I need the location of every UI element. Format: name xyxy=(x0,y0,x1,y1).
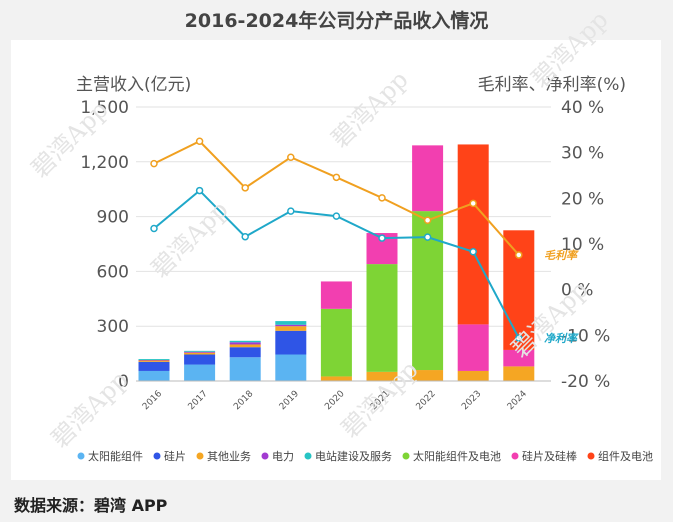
legend-marker xyxy=(304,452,312,460)
y2-tick-label: -20 % xyxy=(561,372,610,392)
gross-margin-point xyxy=(469,199,477,208)
legend-label: 太阳能组件 xyxy=(88,449,143,463)
gross-margin-point xyxy=(378,194,386,202)
bar-segment xyxy=(184,351,216,353)
legend-marker xyxy=(153,452,161,460)
gross-margin-point xyxy=(241,184,249,192)
net-margin-point xyxy=(515,334,523,342)
bar-segment xyxy=(275,321,307,325)
bar-segment xyxy=(138,359,170,360)
y-tick-label: 300 xyxy=(97,317,129,337)
bar-segment xyxy=(275,354,307,381)
bar-segment xyxy=(503,230,535,350)
y2-tick-label: 0 % xyxy=(561,281,593,301)
net-margin-point xyxy=(423,233,432,241)
gross-margin-point xyxy=(287,153,295,161)
y2-tick-label: -10 % xyxy=(561,326,610,346)
bar-segment xyxy=(457,144,489,325)
bar-segment xyxy=(138,370,170,381)
gross-margin-point xyxy=(332,173,341,182)
bar-segment xyxy=(320,308,352,377)
bar-segment xyxy=(229,347,261,358)
y2-tick-label: 30 % xyxy=(561,144,604,164)
net-margin-point xyxy=(287,207,295,215)
y-tick-label: 0 xyxy=(118,372,129,392)
x-tick-label: 2018 xyxy=(232,389,255,412)
y2-tick-label: 10 % xyxy=(561,235,604,255)
x-tick-label: 2019 xyxy=(278,389,301,412)
bar-segment xyxy=(275,326,307,331)
data-source: 数据来源：碧湾 APP xyxy=(14,496,168,515)
legend-marker xyxy=(77,452,85,460)
bar-segment xyxy=(229,342,261,345)
legend-label: 电站建设及服务 xyxy=(315,449,392,463)
bar-segment xyxy=(503,349,535,367)
y2-axis-title: 毛利率、净利率(%) xyxy=(478,75,626,95)
bar-segment xyxy=(229,357,261,381)
y-axis-title: 主营收入(亿元) xyxy=(76,75,191,95)
x-tick-label: 2017 xyxy=(187,389,210,412)
y2-tick-label: 40 % xyxy=(561,98,604,118)
y-tick-label: 1,200 xyxy=(80,153,129,173)
bar-segment xyxy=(457,324,489,371)
gross-margin-point xyxy=(423,216,432,225)
x-tick-label: 2022 xyxy=(415,389,438,412)
legend-marker xyxy=(587,452,595,460)
bar-segment xyxy=(366,264,398,372)
gross-margin-point xyxy=(515,251,523,259)
x-tick-label: 2024 xyxy=(506,389,529,412)
net-margin-point xyxy=(241,232,249,241)
gross-margin-label: 毛利率 xyxy=(544,249,579,262)
y2-tick-label: 20 % xyxy=(561,189,604,209)
bar-segment xyxy=(275,324,307,327)
legend-marker xyxy=(511,452,519,460)
legend-marker xyxy=(402,452,410,460)
bar-segment xyxy=(138,360,170,362)
legend-label: 组件及电池 xyxy=(598,449,653,463)
net-margin-point xyxy=(150,224,158,233)
chart-panel: 0 300 600 900 1,200 1,500 -20 % -10 % 0 % 10 % 20 … xyxy=(11,40,661,480)
net-margin-point xyxy=(332,212,341,220)
bar-segment xyxy=(275,330,307,355)
legend-label: 硅片 xyxy=(164,450,186,463)
bar-segment xyxy=(184,364,216,381)
legend-label: 太阳能组件及电池 xyxy=(413,449,501,463)
bar-segment xyxy=(457,370,489,381)
gross-margin-point xyxy=(195,137,204,145)
bar-segment xyxy=(412,370,444,381)
gross-margin-point xyxy=(150,159,158,168)
bar-segment xyxy=(320,376,352,381)
bar-segment xyxy=(229,340,261,343)
legend-marker xyxy=(196,452,204,460)
chart-svg: 0 300 600 900 1,200 1,500 -20 % -10 % 0 % 10 % 20 … xyxy=(76,75,653,463)
legend-label: 电力 xyxy=(272,450,294,463)
y-tick-label: 1,500 xyxy=(80,98,129,118)
net-margin-point xyxy=(469,248,477,256)
x-tick-label: 2016 xyxy=(141,389,164,412)
bar-segment xyxy=(366,371,398,381)
bar-segment xyxy=(320,281,352,309)
net-margin-point xyxy=(378,234,386,242)
y-tick-label: 600 xyxy=(97,262,129,282)
bar-segment xyxy=(138,359,170,361)
bar-segment xyxy=(503,366,535,381)
bar-segment xyxy=(138,361,170,371)
bar-segment xyxy=(184,350,216,352)
net-margin-point xyxy=(195,186,204,195)
bar-segment xyxy=(412,145,444,212)
x-tick-label: 2023 xyxy=(460,389,483,412)
chart-title: 2016-2024年公司分产品收入情况 xyxy=(184,10,489,32)
legend-label: 其他业务 xyxy=(207,450,251,463)
bar-segment xyxy=(184,354,216,365)
net-margin-label: 净利率 xyxy=(544,332,579,345)
legend-marker xyxy=(261,452,269,460)
bar-segment xyxy=(229,344,261,348)
bar-segment xyxy=(184,352,216,355)
y-tick-label: 900 xyxy=(97,208,129,228)
legend-label: 硅片及硅棒 xyxy=(522,449,577,463)
